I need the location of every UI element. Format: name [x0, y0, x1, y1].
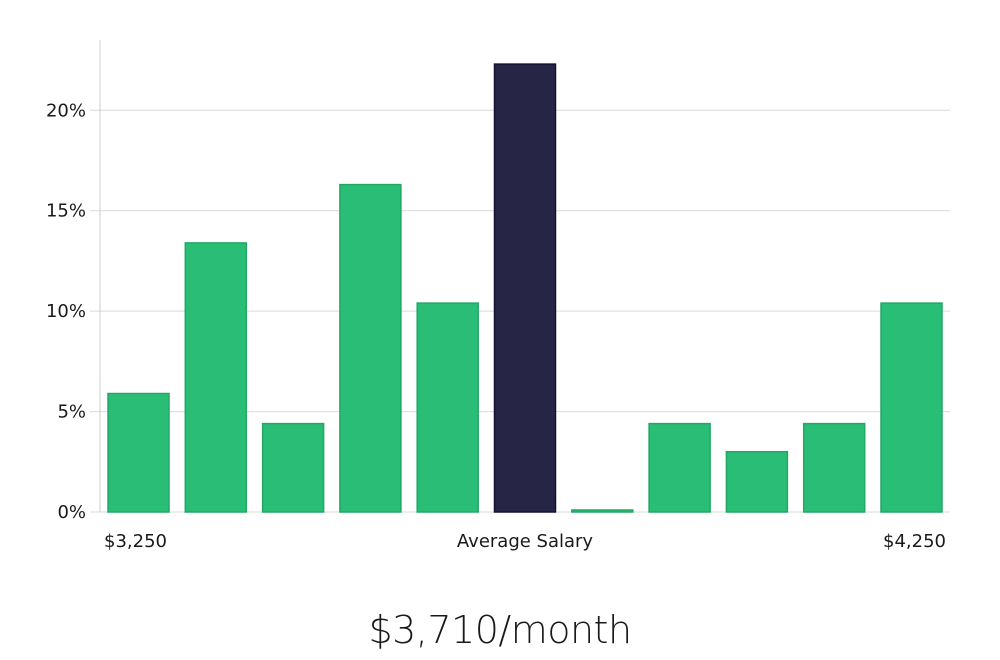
y-axis-ticks: 0% 5% 10% 15% 20% — [46, 100, 86, 523]
y-tick-label: 10% — [46, 301, 86, 322]
average-salary-value: $3,710/month — [368, 608, 632, 652]
x-label-left: $3,250 — [104, 531, 167, 552]
y-tick-label: 20% — [46, 100, 86, 121]
y-tick-label: 5% — [57, 402, 86, 423]
bar — [184, 242, 248, 513]
bar — [261, 422, 325, 513]
bar — [802, 422, 866, 513]
bar — [648, 422, 711, 513]
y-tick-label: 15% — [46, 201, 86, 222]
bar — [416, 302, 479, 513]
salary-distribution-chart: 0% 5% 10% 15% 20% $3,250 Average Salary $4,2… — [46, 40, 950, 552]
x-label-right: $4,250 — [883, 531, 946, 552]
bar — [725, 450, 789, 513]
bars — [107, 63, 943, 513]
y-tick-label: 0% — [57, 502, 86, 523]
bar-highlight-average — [493, 63, 557, 513]
bar — [880, 302, 943, 513]
bar — [107, 392, 170, 513]
bar — [571, 509, 634, 513]
bar — [339, 183, 402, 513]
x-label-center: Average Salary — [457, 531, 594, 552]
